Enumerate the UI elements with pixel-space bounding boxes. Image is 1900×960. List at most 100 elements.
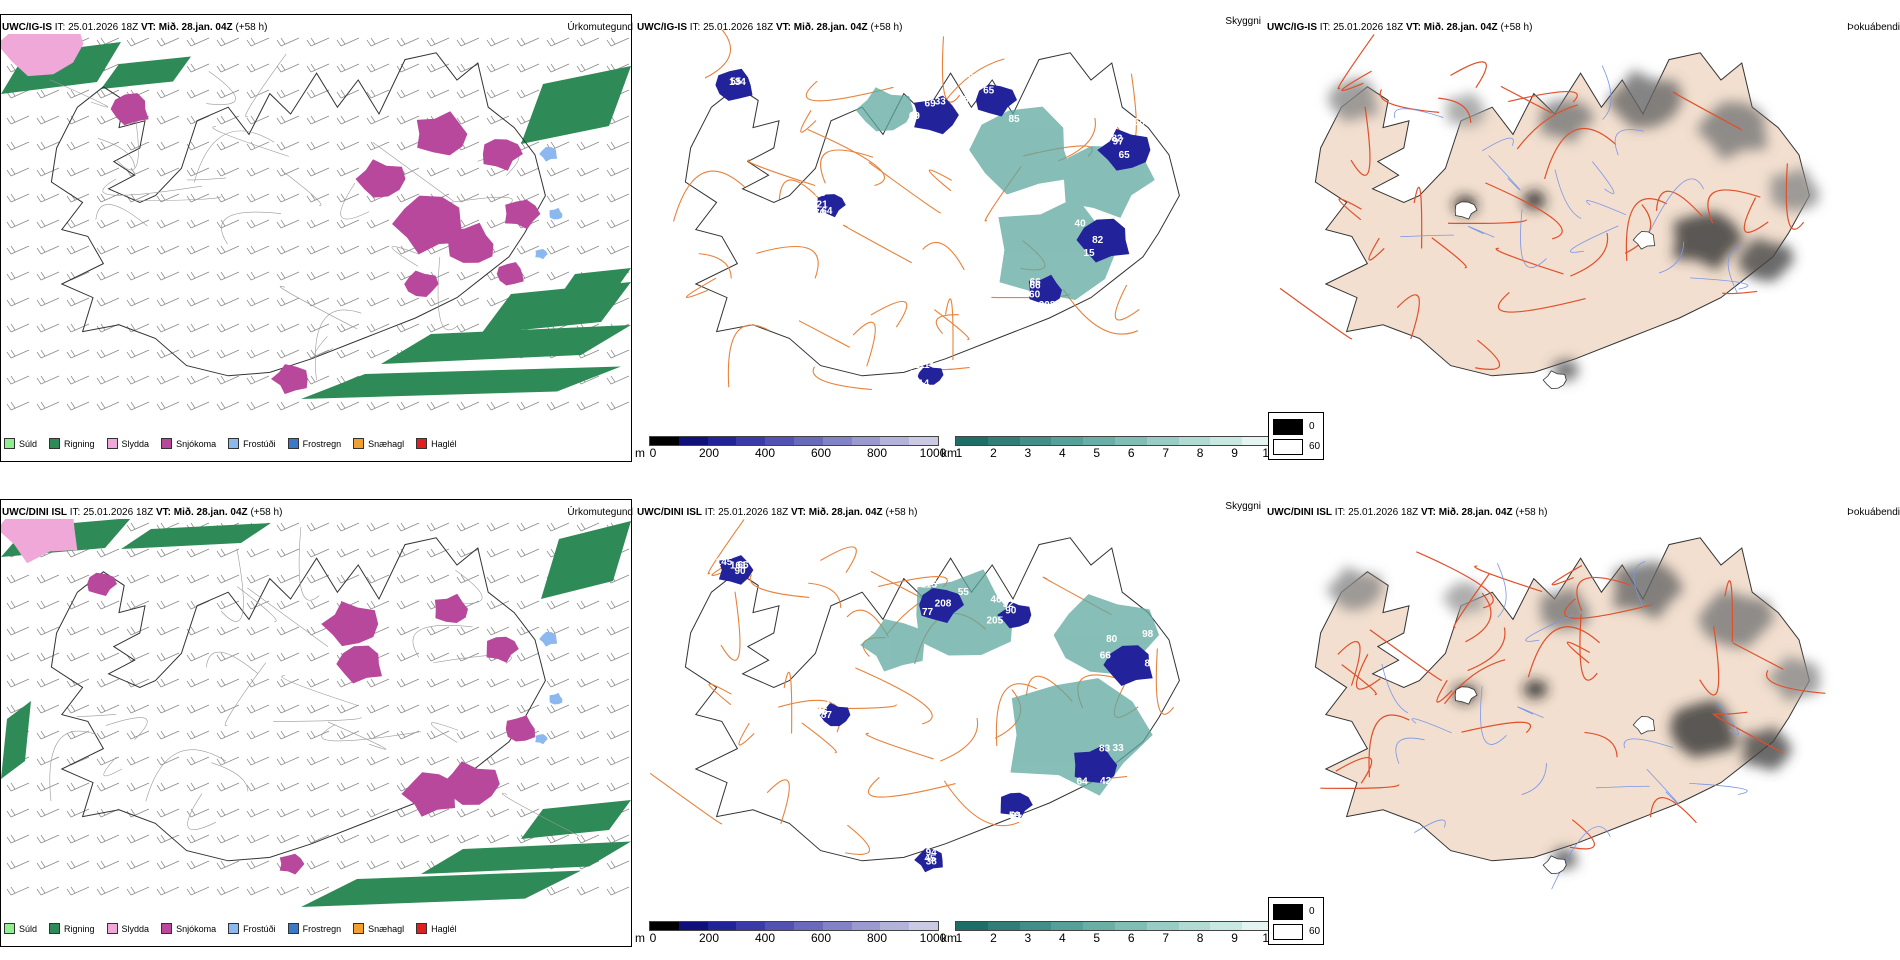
colorbar-tick: 5 — [1093, 931, 1101, 945]
wind-barb — [246, 626, 270, 636]
wind-barb — [576, 522, 600, 532]
wind-barb — [336, 193, 360, 203]
legend-item: Súld — [4, 438, 37, 449]
interior-line — [212, 126, 289, 157]
wind-barb — [366, 756, 390, 766]
visibility-label: 161 — [730, 560, 747, 571]
wind-barb — [336, 548, 360, 558]
wind-barb — [306, 115, 330, 125]
river — [1521, 763, 1547, 796]
wind-barb — [156, 678, 180, 688]
wind-barb — [126, 782, 150, 792]
snow-blob — [321, 601, 379, 647]
wind-barb — [6, 245, 30, 255]
wind-barb — [546, 245, 570, 255]
precip-type-panel: UWC/DINI ISL IT: 25.01.2026 18Z VT: Mið.… — [0, 485, 635, 955]
wind-barb — [66, 574, 90, 584]
wind-barb — [456, 167, 480, 177]
wind-barb — [6, 626, 30, 636]
rain-band — [381, 325, 631, 364]
wind-barb — [546, 271, 570, 281]
colorbar-step — [1083, 437, 1115, 445]
road — [749, 574, 810, 598]
fog-panel: UWC/DINI ISL IT: 25.01.2026 18Z VT: Mið.… — [1265, 485, 1900, 955]
snow-blob — [110, 93, 149, 126]
wind-barb — [216, 704, 240, 714]
wind-barb — [126, 756, 150, 766]
legend-item: Haglél — [416, 438, 457, 449]
fog-intensity — [1325, 560, 1820, 871]
map-frame — [0, 499, 632, 947]
road — [1338, 198, 1362, 221]
visibility-label: 99 — [926, 81, 938, 92]
interior-line — [206, 651, 259, 674]
wind-barb — [6, 574, 30, 584]
road — [766, 779, 790, 825]
panel-title: Þokuábendi — [1847, 507, 1900, 518]
legend-label: Snjókoma — [176, 438, 217, 449]
wind-barb — [186, 219, 210, 229]
wind-barb — [126, 574, 150, 584]
wind-barb — [246, 245, 270, 255]
rivers — [1393, 65, 1749, 294]
wind-barb — [276, 886, 300, 896]
interior-line — [186, 177, 227, 181]
wind-barb — [156, 115, 180, 125]
road — [1337, 34, 1375, 90]
wind-barb — [306, 297, 330, 307]
road — [1584, 731, 1618, 758]
visibility-label: 66 — [1030, 277, 1042, 288]
road — [1576, 577, 1630, 612]
road — [685, 277, 717, 298]
road — [672, 170, 746, 222]
wind-barb — [336, 574, 360, 584]
wind-barb — [546, 652, 570, 662]
freezing-drizzle-blob — [539, 146, 558, 162]
snow-areas — [87, 572, 535, 875]
colorbar-step — [736, 437, 766, 445]
colorbar-tick: 800 — [866, 931, 888, 945]
interior-line — [314, 309, 362, 380]
colorbar-tick: 200 — [698, 931, 720, 945]
colorbar-step — [650, 922, 679, 930]
road — [845, 824, 870, 855]
colorbar-tick: 3 — [1024, 931, 1032, 945]
wind-barb — [36, 782, 60, 792]
wind-barb — [36, 193, 60, 203]
wind-barb — [486, 730, 510, 740]
road — [1341, 664, 1377, 696]
panel-title: Skyggni — [1225, 501, 1261, 512]
freezing-drizzle-blob — [549, 692, 563, 705]
road — [1436, 679, 1453, 703]
wind-barb — [456, 115, 480, 125]
visibility-label: 64 — [1077, 777, 1089, 788]
colorbar-step — [1019, 922, 1052, 930]
visibility-label: 102 — [1126, 207, 1143, 218]
low-visibility-blob — [1010, 678, 1153, 796]
fog-intensity — [1327, 69, 1819, 382]
road — [805, 80, 894, 102]
freezing-drizzle-blob — [549, 207, 563, 220]
wind-barb — [576, 886, 600, 896]
wind-barb — [396, 574, 420, 584]
wind-barb — [336, 271, 360, 281]
coastline — [50, 52, 546, 377]
wind-barb — [576, 782, 600, 792]
wind-barb — [546, 37, 570, 47]
wind-barb — [246, 756, 270, 766]
wind-barb — [156, 782, 180, 792]
wind-barb — [306, 834, 330, 844]
panel-header: UWC/IG-IS IT: 25.01.2026 18Z VT: Mið. 28… — [637, 22, 903, 33]
roads — [1279, 34, 1805, 370]
wind-barb — [306, 89, 330, 99]
wind-barb — [396, 141, 420, 151]
legend-item: Súld — [4, 923, 37, 934]
wind-barb — [216, 63, 240, 73]
colorbar-tick: 4 — [1058, 931, 1066, 945]
wind-barb — [396, 323, 420, 333]
wind-barb — [276, 349, 300, 359]
road — [1279, 287, 1353, 340]
colorbar-step — [707, 437, 737, 445]
wind-barb — [576, 704, 600, 714]
wind-barb — [576, 37, 600, 47]
